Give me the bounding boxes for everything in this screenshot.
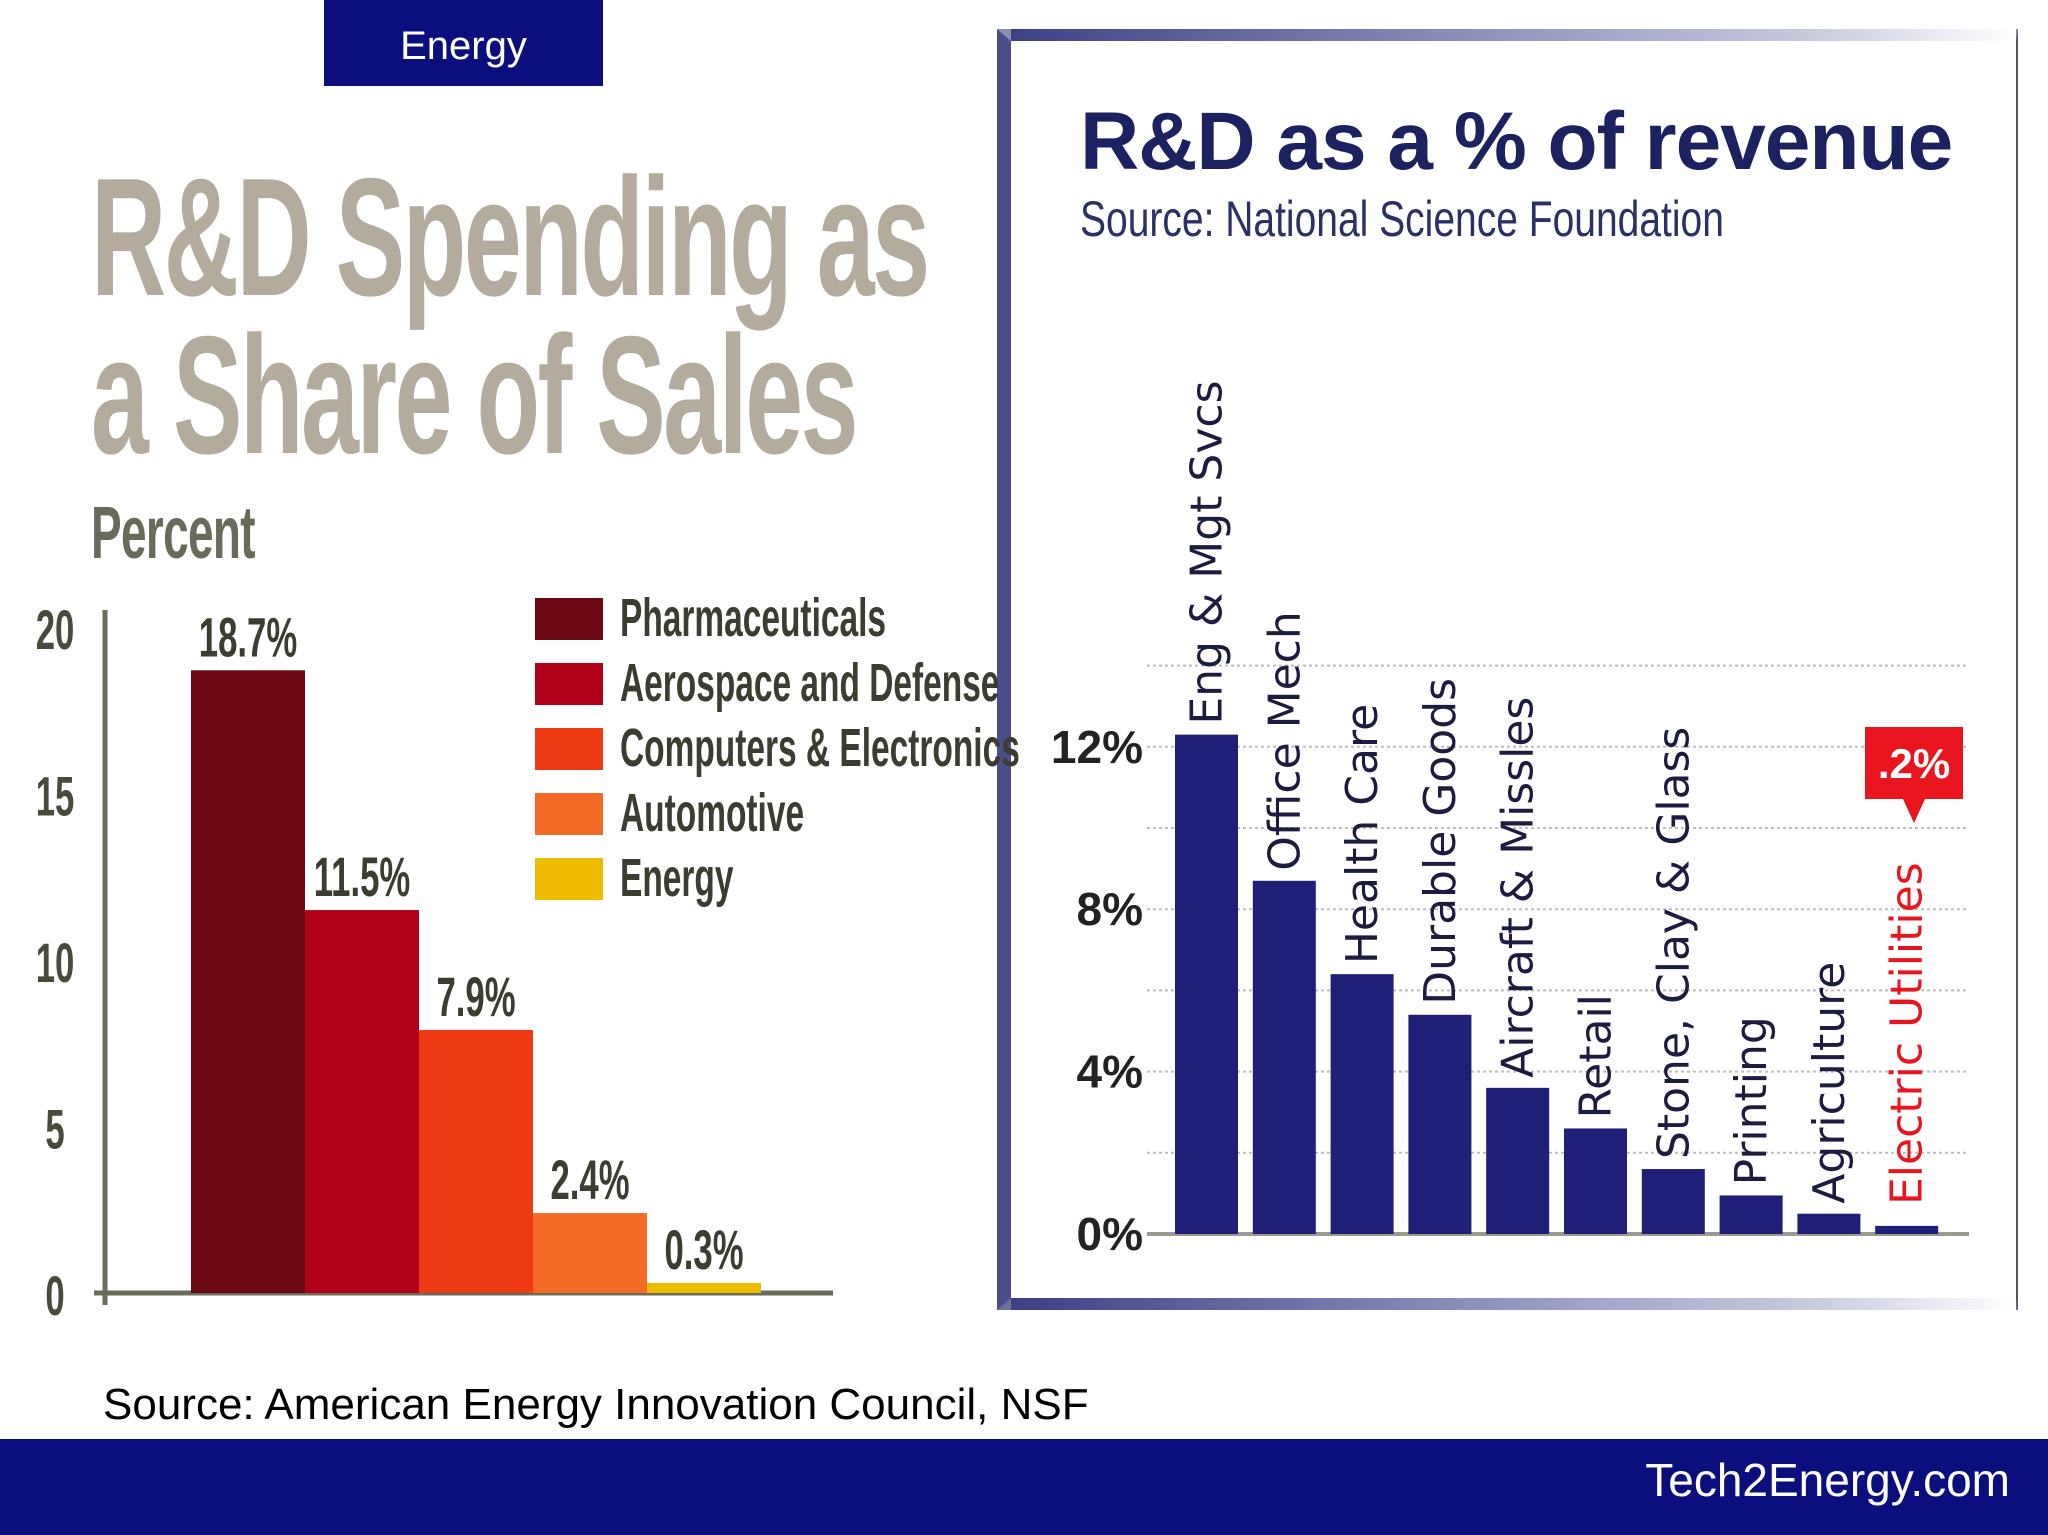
y-tick-label-group: 10 [36, 932, 75, 995]
bar-stone-clay-glass [1641, 1169, 1705, 1234]
bar-energy [647, 1283, 761, 1293]
legend-label-group: Aerospace and Defense [620, 652, 999, 713]
category-label: Agriculture [1804, 962, 1855, 1204]
data-label-group: 11.5% [314, 846, 411, 909]
y-tick-label: 20 [36, 599, 75, 662]
bar-eng-mgt-svcs [1175, 734, 1238, 1234]
right-chart-title: R&D as a % of revenue [1080, 96, 1953, 187]
category-label: Printing [1726, 1016, 1777, 1185]
legend-label-group: Computers & Electronics [620, 717, 1020, 778]
right-chart-subtitle: Source: National Science Foundation [1080, 190, 1906, 248]
bar-durable-goods [1408, 1014, 1472, 1234]
bar-retail [1564, 1128, 1627, 1234]
category-label: Stone, Clay & Glass [1648, 727, 1699, 1159]
y-tick-label-group: 0 [45, 1265, 64, 1328]
legend-label-group: Automotive [620, 782, 804, 843]
data-label: 11.5% [314, 846, 411, 909]
legend-label-group: Energy [620, 847, 733, 908]
data-label: 18.7% [199, 606, 297, 669]
unit-label-text: Percent [91, 491, 256, 574]
y-tick-label: 15 [36, 765, 75, 828]
category-label: Office Mech [1259, 611, 1310, 871]
data-label: 0.3% [664, 1219, 743, 1282]
bar-agriculture [1797, 1213, 1861, 1234]
legend-swatch [535, 663, 603, 705]
y-tick-label: 0% [1077, 1208, 1143, 1260]
callout-label: .2% [1878, 740, 1950, 787]
data-label: 7.9% [436, 965, 515, 1028]
data-label: 2.4% [550, 1149, 629, 1212]
y-tick-label: 10 [36, 932, 75, 995]
bar-pharmaceuticals [191, 670, 305, 1293]
y-tick-label: 8% [1077, 883, 1143, 935]
legend-swatch [535, 728, 603, 770]
category-label: Aircraft & Missles [1493, 697, 1544, 1078]
legend-swatch [535, 858, 603, 900]
bar-aerospace-and-defense [305, 910, 419, 1293]
title-line-2: a Share of Sales [91, 301, 859, 489]
callout-badge [1865, 727, 1963, 823]
energy-tab-label: Energy [400, 23, 527, 68]
data-label-group: 18.7% [199, 606, 297, 669]
left-bar-chart: 0 5 10 15 20 18.7% 11.5% 7.9% 2.4% 0.3% Pharmaceut… [36, 587, 1020, 1327]
bar-automotive [533, 1213, 647, 1293]
legend-label: Pharmaceuticals [620, 587, 886, 648]
category-label: Retail [1571, 994, 1622, 1118]
site-link[interactable]: Tech2Energy.com [1645, 1454, 2010, 1506]
y-tick-label: 12% [1051, 721, 1143, 773]
right-bar-chart: 0% 4% 8% 12% Eng & Mgt Svcs Office Mech Health… [1051, 380, 1969, 1260]
legend-label: Automotive [620, 782, 804, 843]
bar-office-mech [1252, 880, 1316, 1234]
y-tick-label-group: 15 [36, 765, 75, 828]
bar-health-care [1330, 974, 1394, 1234]
legend-swatch [535, 793, 603, 835]
category-label: Electric Utilities [1882, 862, 1933, 1205]
legend-label: Computers & Electronics [620, 717, 1020, 778]
y-tick-label-group: 5 [45, 1098, 64, 1161]
bar-printing [1719, 1195, 1783, 1234]
bar-computers-electronics [419, 1029, 533, 1293]
title-line-1: R&D Spending as [91, 143, 930, 331]
footer-bar: Tech2Energy.com [0, 1439, 2048, 1535]
subtitle-text: Source: National Science Foundation [1080, 191, 1724, 247]
category-label: Eng & Mgt Svcs [1182, 380, 1233, 724]
y-tick-label-group: 20 [36, 599, 75, 662]
legend-label: Aerospace and Defense [620, 652, 999, 713]
y-tick-label: 4% [1077, 1046, 1143, 1098]
legend-label: Energy [620, 847, 733, 908]
data-label-group: 2.4% [550, 1149, 629, 1212]
bar-aircraft-missles [1486, 1087, 1550, 1234]
legend-label-group: Pharmaceuticals [620, 587, 886, 648]
bar-electric-utilities [1875, 1225, 1939, 1234]
left-chart-unit-label: Percent [91, 490, 355, 575]
category-label: Durable Goods [1415, 678, 1466, 1005]
data-label-group: 0.3% [664, 1219, 743, 1282]
category-label: Health Care [1337, 704, 1388, 964]
y-tick-label: 5 [45, 1098, 64, 1161]
y-tick-label: 0 [45, 1265, 64, 1328]
legend-swatch [535, 598, 603, 640]
energy-tab[interactable]: Energy [324, 0, 603, 86]
left-chart-title: R&D Spending as a Share of Sales [91, 143, 1440, 489]
source-note: Source: American Energy Innovation Counc… [103, 1380, 1089, 1429]
data-label-group: 7.9% [436, 965, 515, 1028]
